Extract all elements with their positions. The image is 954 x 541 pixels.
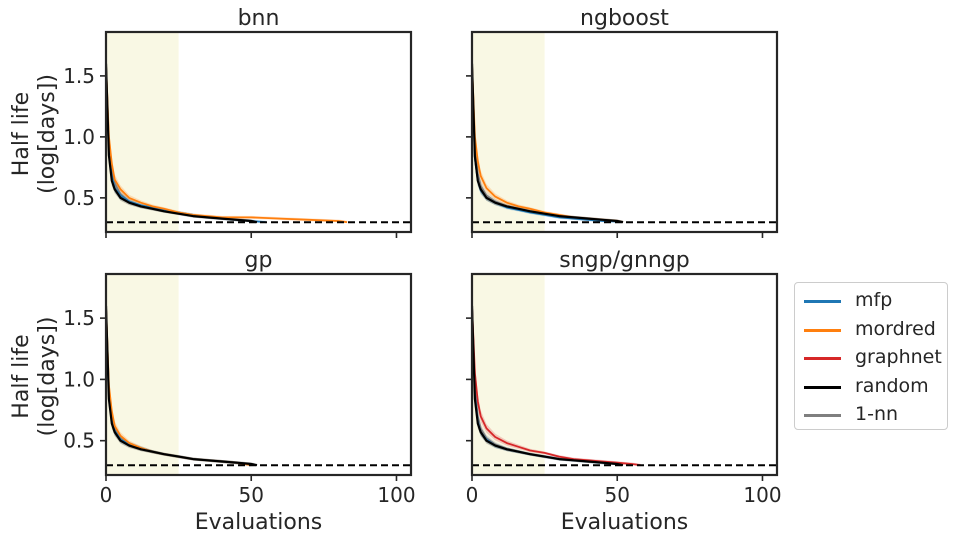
- legend-item-1-nn: 1-nn: [795, 401, 947, 429]
- y-tick-label: 1.0: [63, 367, 95, 391]
- y-axis-label-line: (log[days]): [35, 317, 60, 437]
- legend-item-mfp: mfp: [795, 287, 947, 315]
- y-axis-label-line: (log[days]): [35, 74, 60, 194]
- panel-title: bnn: [238, 6, 280, 31]
- legend-label: mfp: [855, 289, 893, 311]
- x-tick-label: 0: [100, 483, 113, 507]
- panel-gp: gp 0.5 1.0 1.5 0 50 100 Evaluations Half life(lo…: [9, 248, 416, 535]
- panel-frame: [104, 30, 413, 234]
- y-tick-label: 1.5: [63, 64, 95, 88]
- series-line-random: [472, 63, 624, 224]
- panel-title: gp: [245, 248, 273, 273]
- series-line-random: [106, 63, 258, 224]
- panel-title: sngp/gnngp: [559, 248, 690, 273]
- shaded-region: [472, 32, 545, 232]
- panel-frame: [104, 272, 413, 477]
- x-axis-label: Evaluations: [195, 510, 323, 535]
- panel-sngp-gnngp: sngp/gnngp 0 50 100 Evaluations: [466, 248, 782, 535]
- legend-item-random: random: [795, 373, 947, 401]
- legend-label: 1-nn: [855, 403, 899, 425]
- legend-swatch: [804, 414, 841, 417]
- legend-label: random: [855, 374, 929, 397]
- plot-area: [472, 44, 777, 224]
- legend-swatch: [804, 300, 841, 303]
- y-axis-label: Half life(log[days]): [9, 317, 60, 437]
- x-tick-label: 100: [743, 483, 781, 507]
- y-axis-label-line: Half life: [9, 92, 34, 176]
- legend-label: mordred: [855, 317, 936, 340]
- shaded-region: [106, 32, 179, 232]
- legend: mfp mordred graphnet random 1-nn: [794, 282, 948, 430]
- x-tick-label: 50: [239, 483, 264, 507]
- y-tick-label: 1.0: [63, 125, 95, 149]
- y-tick-label: 1.5: [63, 306, 95, 330]
- panel-title: ngboost: [580, 6, 669, 31]
- legend-swatch: [804, 385, 841, 389]
- series-line-random: [472, 305, 624, 467]
- plot-area: [106, 286, 411, 467]
- series-line-random: [106, 305, 258, 467]
- panel-frame: [470, 30, 779, 234]
- legend-item-graphnet: graphnet: [795, 344, 947, 372]
- x-tick-label: 0: [466, 483, 479, 507]
- legend-swatch: [804, 328, 841, 332]
- plot-area: [472, 286, 777, 467]
- shaded-region: [472, 274, 545, 475]
- y-tick-label: 0.5: [63, 186, 95, 210]
- series-line-mordred: [106, 63, 348, 224]
- legend-swatch: [804, 357, 841, 360]
- x-axis-label: Evaluations: [561, 510, 689, 535]
- shaded-region: [106, 274, 179, 475]
- y-axis-label: Half life(log[days]): [9, 74, 60, 194]
- series-line-graphnet: [472, 305, 641, 467]
- panel-ngboost: ngboost: [466, 6, 779, 238]
- x-tick-label: 50: [605, 483, 630, 507]
- y-tick-label: 0.5: [63, 429, 95, 453]
- legend-label: graphnet: [855, 346, 942, 368]
- x-tick-label: 100: [377, 483, 415, 507]
- panel-frame: [470, 272, 779, 477]
- plot-area: [106, 44, 411, 224]
- y-axis-label-line: Half life: [9, 334, 34, 418]
- legend-item-mordred: mordred: [795, 316, 947, 344]
